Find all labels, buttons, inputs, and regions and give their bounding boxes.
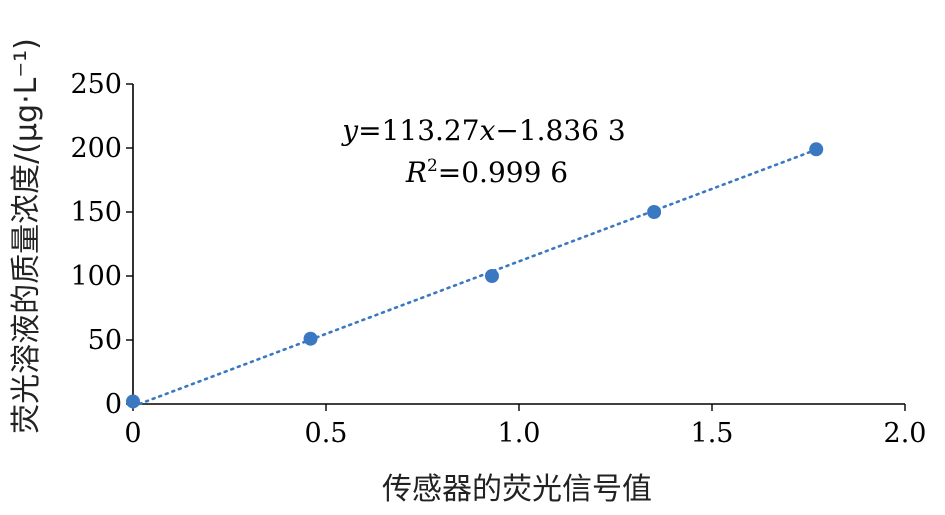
eq-y-var: y	[340, 114, 359, 147]
eq-part1: =113.27	[358, 114, 479, 147]
y-tick-label: 150	[70, 197, 122, 228]
x-tick-label: 0	[124, 418, 141, 449]
y-tick-label: 100	[70, 261, 122, 292]
x-tick-label: 1.5	[691, 418, 734, 449]
y-tick-label: 250	[70, 69, 122, 100]
r-value: =0.999 6	[438, 156, 568, 189]
x-axis-title: 传感器的荧光信号值	[382, 472, 652, 507]
r-sup: 2	[427, 156, 438, 176]
data-point	[484, 269, 499, 283]
data-point	[303, 331, 318, 346]
data-point	[126, 394, 140, 409]
data-point	[809, 142, 824, 157]
data-point	[647, 205, 662, 219]
eq-part2: −1.836 3	[495, 114, 625, 147]
data-points	[126, 142, 824, 409]
y-axis-title: 荧光溶液的质量浓度/(μg·L⁻¹)	[9, 38, 44, 434]
trendline	[131, 148, 818, 408]
x-tick-label: 2.0	[884, 418, 927, 449]
x-tick-label: 0.5	[305, 418, 348, 449]
x-tick-label: 1.0	[498, 418, 541, 449]
trendline-equation: y=113.27x−1.836 3	[340, 114, 625, 147]
r-squared-label: R2=0.999 6	[405, 156, 568, 189]
r-var: R	[405, 156, 427, 189]
y-tick-label: 0	[105, 389, 122, 420]
y-tick-label: 50	[88, 325, 122, 356]
eq-x-var: x	[480, 114, 496, 147]
y-ticks: 0 50 100 150 200 250	[70, 69, 133, 420]
y-tick-label: 200	[70, 133, 122, 164]
x-ticks: 0 0.5 1.0 1.5 2.0	[124, 404, 926, 449]
